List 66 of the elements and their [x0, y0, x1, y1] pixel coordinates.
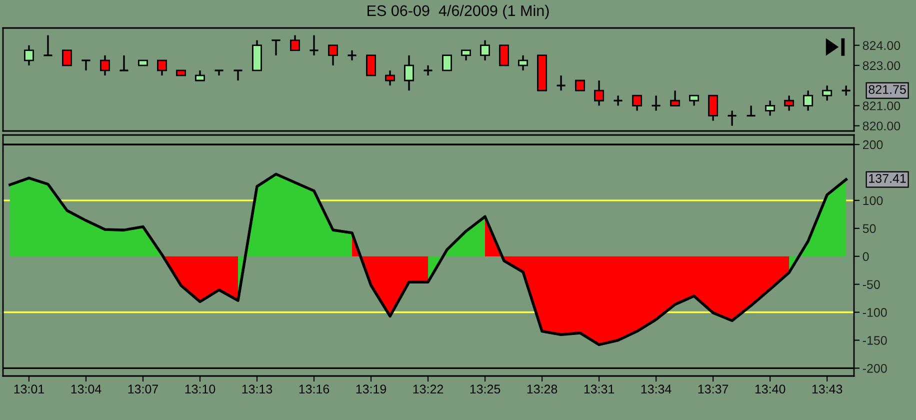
line-series [8, 172, 848, 346]
y-tick-label: -100 [862, 308, 887, 317]
y-tick-label: 200 [862, 140, 883, 150]
x-tick-label: 13:10 [185, 384, 216, 394]
y-tick-label: -150 [862, 336, 887, 345]
x-tick-label: 13:31 [584, 384, 614, 394]
candlestick [422, 64, 434, 76]
y-tick-label: -200 [862, 364, 887, 373]
candlestick [670, 90, 680, 106]
y-tick-label: 824.00 [862, 41, 900, 50]
candlestick [765, 100, 776, 117]
candlestick [689, 94, 700, 106]
y-tick-label: 820.00 [862, 122, 900, 130]
y-tick-label: 50 [862, 224, 876, 234]
candlestick [556, 74, 566, 92]
candlestick [404, 54, 414, 92]
x-tick-label: 13:19 [356, 384, 386, 394]
y-tick-label: 0 [862, 252, 869, 261]
x-tick-label: 13:13 [242, 384, 272, 394]
x-tick-label: 13:37 [698, 384, 728, 394]
candlestick [24, 44, 34, 66]
candlestick [385, 70, 395, 86]
candlestick [784, 94, 794, 112]
candlestick [822, 84, 832, 102]
candlestick [214, 70, 224, 76]
candlestick [157, 60, 167, 76]
candlestick [290, 34, 300, 52]
candlestick [518, 54, 528, 72]
candlestick [499, 44, 510, 66]
y-tick-label: 821.00 [862, 101, 900, 110]
candlestick [840, 84, 852, 96]
x-tick-label: 13:34 [641, 384, 672, 394]
candlestick [803, 90, 814, 112]
annotation: 137.41 [869, 174, 906, 183]
candlestick [442, 54, 452, 72]
candlestick [232, 70, 244, 82]
candlestick [195, 70, 205, 82]
candlestick [308, 34, 320, 56]
y-tick-label: 100 [863, 196, 883, 206]
x-tick-label: 13:04 [71, 384, 102, 394]
candlestick [62, 50, 72, 66]
candlestick [461, 49, 471, 62]
candlestick [118, 54, 130, 72]
candlestick [575, 80, 586, 92]
candlestick [480, 39, 490, 62]
x-tick-label: 13:40 [755, 384, 786, 394]
x-tick-label: 13:28 [527, 384, 558, 394]
annotation: 821.75 [868, 85, 906, 94]
candlestick [632, 94, 642, 112]
y-tick-label: -50 [862, 280, 880, 289]
x-tick-label: 13:01 [14, 384, 44, 394]
y-tick-label: 823.00 [862, 61, 900, 70]
candlestick [594, 80, 604, 106]
x-tick-label: 13:07 [128, 384, 158, 394]
x-tick-label: 13:22 [413, 384, 444, 394]
candlestick [708, 94, 718, 122]
candlestick [328, 44, 338, 66]
candlestick [366, 54, 376, 76]
x-tick-label: 13:43 [812, 384, 842, 394]
candlestick [100, 54, 110, 76]
candlestick [270, 39, 282, 56]
candlestick [80, 60, 92, 72]
x-tick-label: 13:16 [299, 384, 330, 394]
x-tick-label: 13:25 [470, 384, 500, 394]
candlestick [346, 49, 358, 62]
chart-title: ES 06-09 4/6/2009 (1 Min) [368, 4, 549, 20]
